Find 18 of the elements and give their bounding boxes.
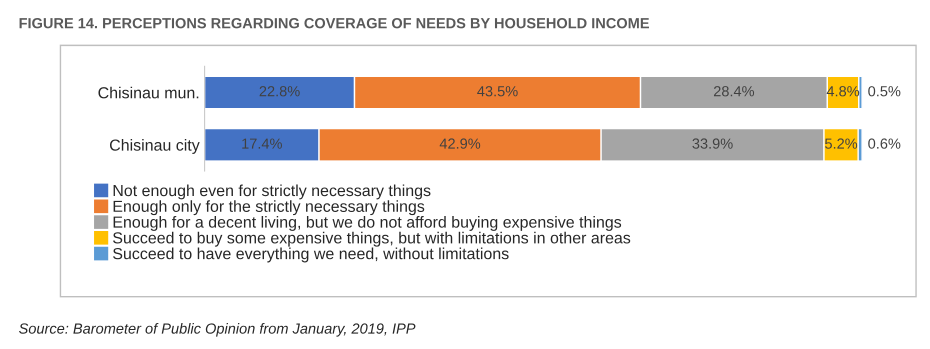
source-note: Source: Barometer of Public Opinion from January, 2019, IPP: [19, 323, 416, 337]
data-label: 33.9%: [692, 138, 733, 149]
legend-label: Not enough even for strictly necessary things: [114, 184, 430, 200]
legend-label: Succeed to buy some expensive things, but with limitations in other areas: [113, 232, 630, 247]
chart-title: FIGURE 14. PERCEPTIONS REGARDING COVERAGE OF NEEDS BY HOUSEHOLD INCOME: [20, 18, 649, 28]
data-label: 43.5%: [477, 86, 518, 96]
data-label: 17.4%: [242, 138, 282, 149]
data-label: 28.4%: [714, 86, 754, 96]
data-label: 0.5%: [868, 86, 900, 96]
y-tick-label: Chisinau city: [110, 139, 200, 154]
data-label: 42.9%: [440, 138, 480, 149]
y-tick-label: Chisinau mun.: [98, 86, 198, 98]
data-label: 0.6%: [868, 138, 900, 149]
legend-label: Succeed to have everything we need, without limitations: [113, 248, 509, 262]
data-label: 5.2%: [825, 138, 858, 149]
data-label: 22.8%: [260, 86, 300, 96]
legend-label: Enough for a decent living, but we do not afford buying expensive things: [114, 216, 622, 231]
legend-label: Enough only for the strictly necessary things: [114, 200, 424, 216]
